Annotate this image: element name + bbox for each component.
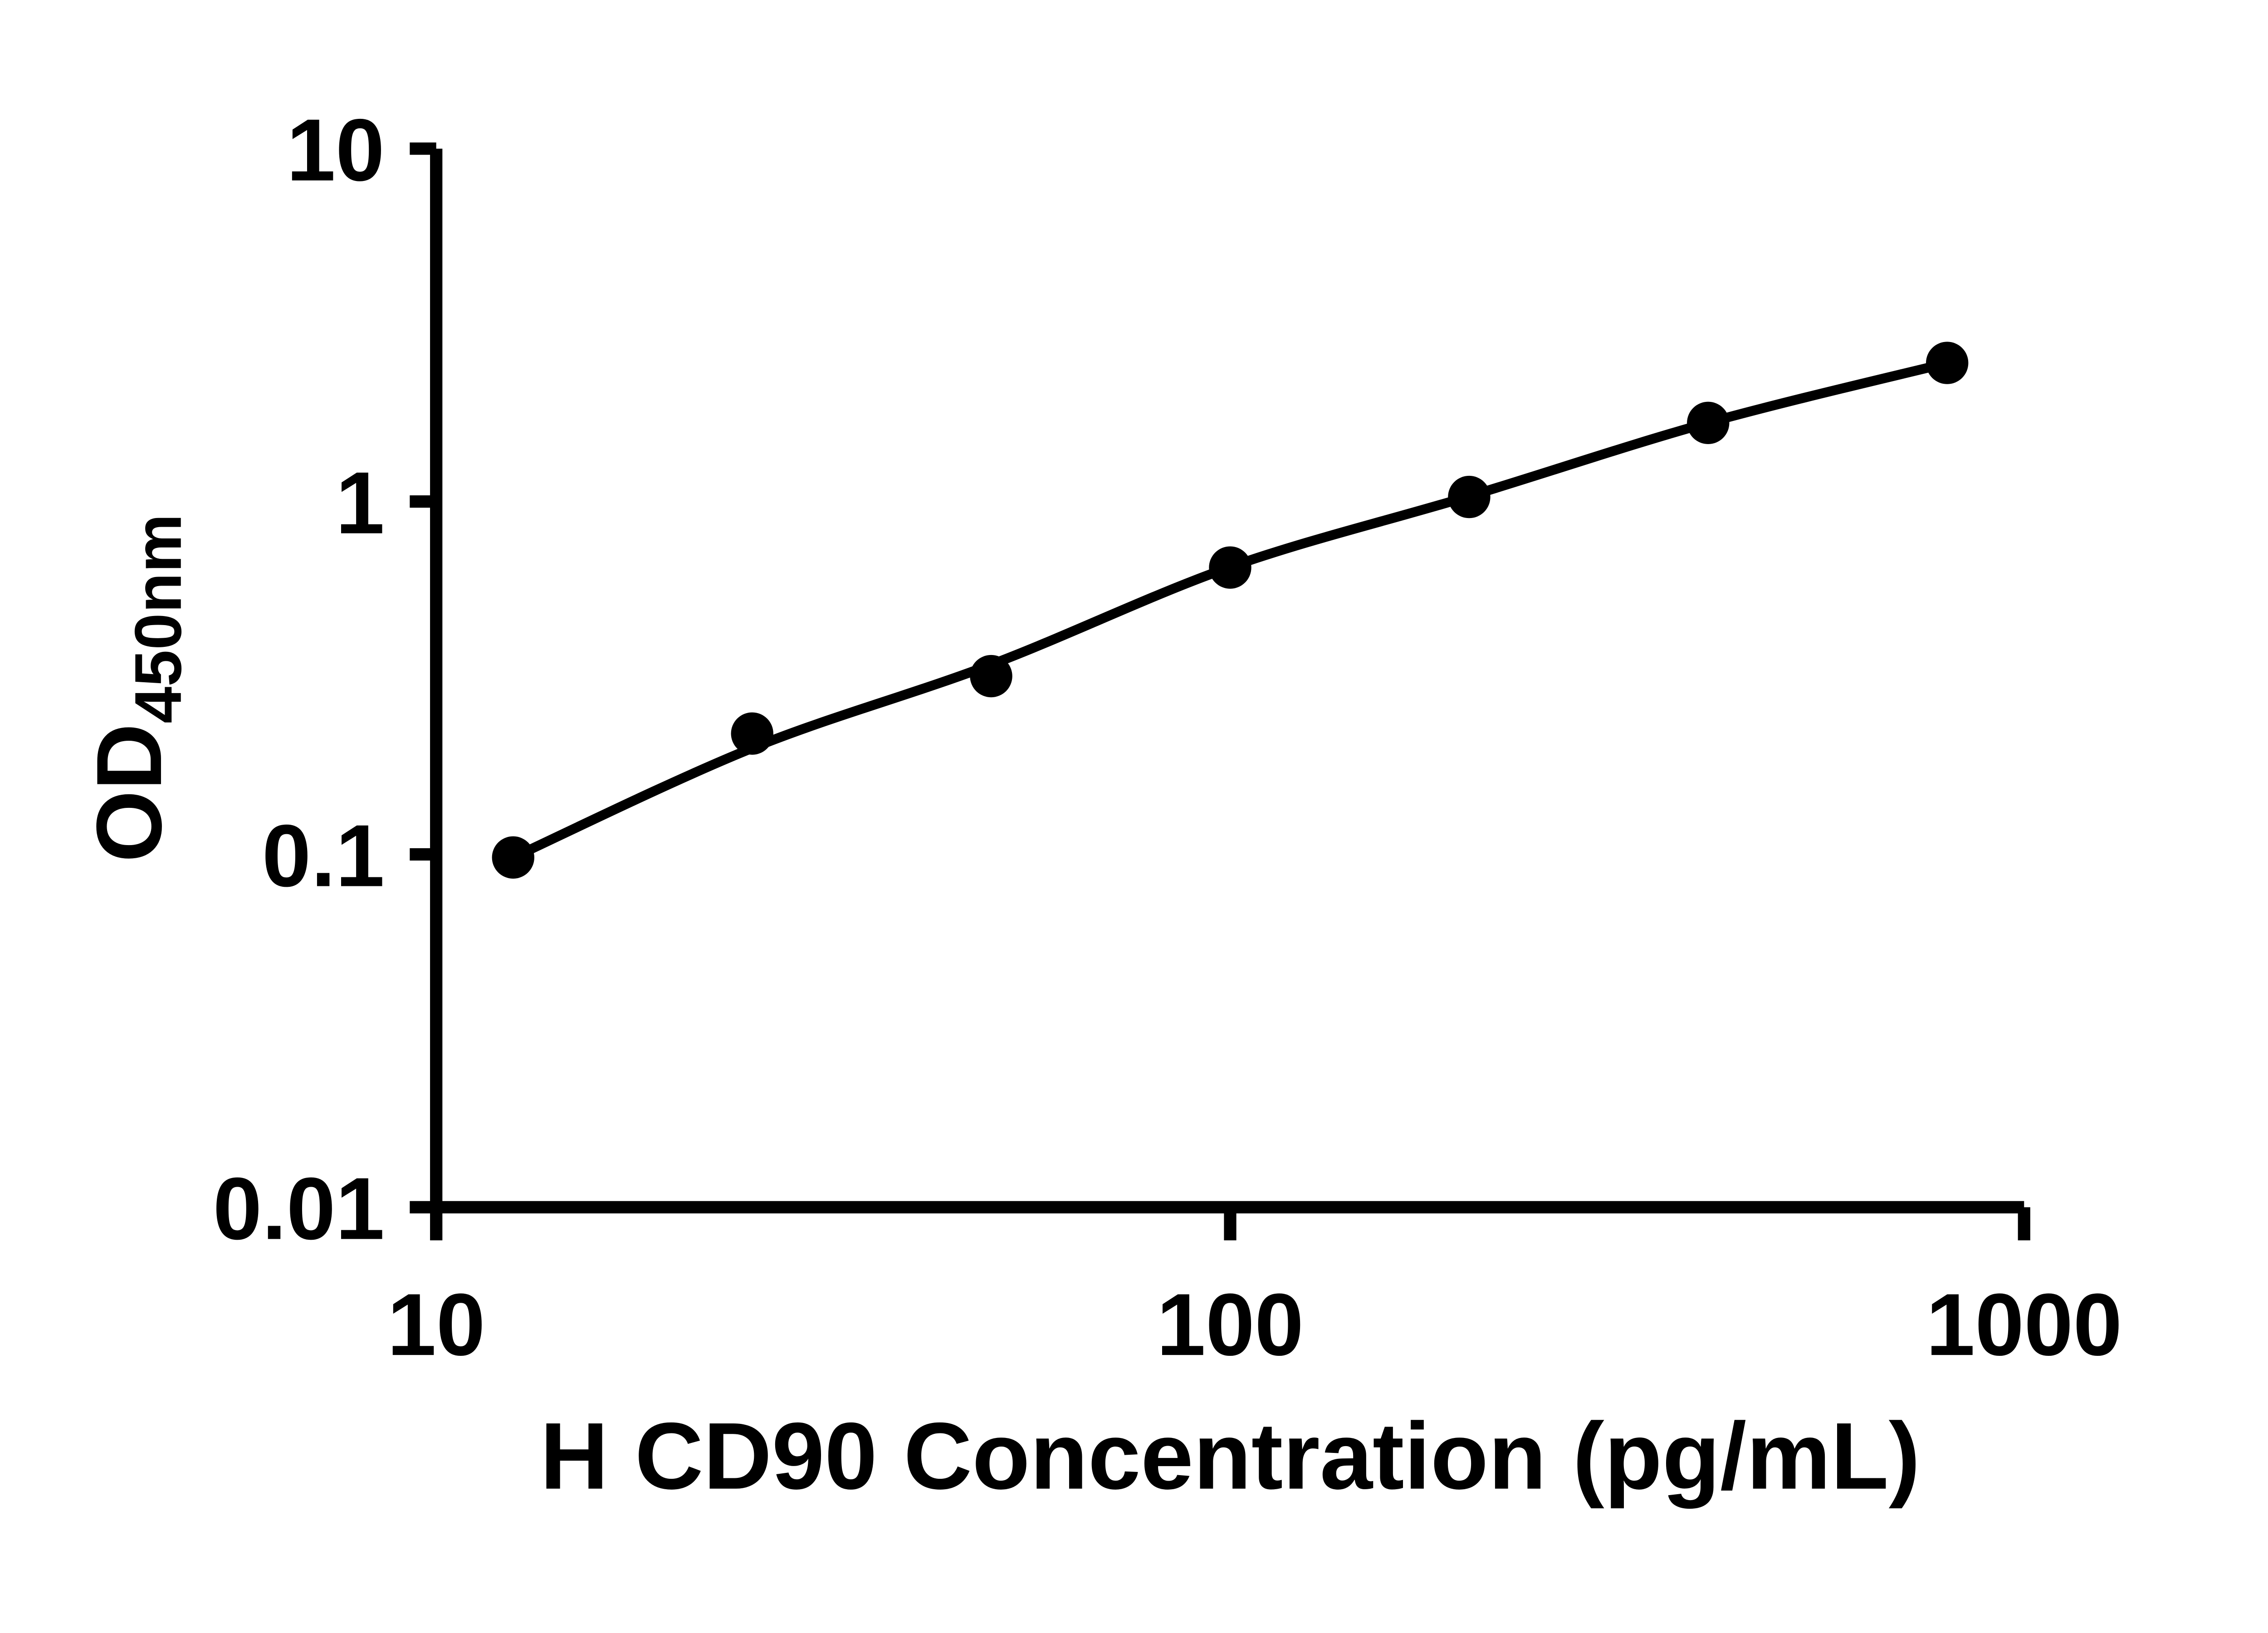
y-axis-title-main: OD (78, 724, 181, 862)
y-tick-label: 0.1 (262, 807, 385, 905)
data-point (970, 655, 1012, 698)
data-point (731, 712, 773, 755)
x-tick-label: 1000 (1926, 1276, 2122, 1374)
y-tick-label: 1 (336, 454, 385, 552)
y-axis-title: OD450nm (78, 514, 195, 862)
data-point (1687, 401, 1730, 444)
data-point (1209, 546, 1251, 589)
y-tick-label: 0.01 (213, 1159, 384, 1258)
data-point (1448, 475, 1491, 518)
x-axis-title: H CD90 Concentration (pg/mL) (540, 1403, 1921, 1509)
axis-frame (430, 148, 2024, 1214)
y-tick-label: 10 (287, 101, 385, 200)
x-tick-label: 100 (1157, 1276, 1304, 1374)
fit-curve (508, 358, 1952, 863)
chart-canvas: 10 1 0.1 0.01 10 100 1000 H CD90 Concentration… (77, 101, 2122, 1509)
x-tick-label: 10 (387, 1276, 485, 1374)
data-point (492, 836, 534, 879)
y-axis-title-subscript: 450nm (121, 514, 195, 724)
data-point (1926, 342, 1969, 384)
